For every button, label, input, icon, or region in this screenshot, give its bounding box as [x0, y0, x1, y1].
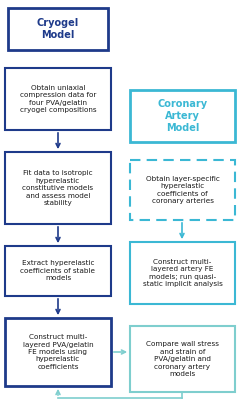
Text: Obtain layer-specific
hyperelastic
coefficients of
coronary arteries: Obtain layer-specific hyperelastic coeff… — [146, 176, 220, 204]
Text: Construct multi-
layered PVA/gelatin
FE models using
hyperelastic
coefficients: Construct multi- layered PVA/gelatin FE … — [23, 334, 93, 370]
Text: Fit data to isotropic
hyperelastic
constitutive models
and assess model
stabilit: Fit data to isotropic hyperelastic const… — [22, 170, 94, 206]
FancyBboxPatch shape — [8, 8, 108, 50]
Text: Coronary
Artery
Model: Coronary Artery Model — [157, 99, 208, 133]
FancyBboxPatch shape — [5, 68, 111, 130]
Text: Construct multi-
layered artery FE
models; run quasi-
static implicit analysis: Construct multi- layered artery FE model… — [143, 259, 222, 287]
Text: Extract hyperelastic
coefficients of stable
models: Extract hyperelastic coefficients of sta… — [20, 260, 95, 282]
FancyBboxPatch shape — [130, 90, 235, 142]
Text: Compare wall stress
and strain of
PVA/gelatin and
coronary artery
models: Compare wall stress and strain of PVA/ge… — [146, 341, 219, 377]
Text: Obtain uniaxial
compression data for
four PVA/gelatin
cryogel compositions: Obtain uniaxial compression data for fou… — [20, 85, 96, 113]
FancyBboxPatch shape — [130, 160, 235, 220]
FancyBboxPatch shape — [130, 242, 235, 304]
FancyBboxPatch shape — [5, 318, 111, 386]
FancyBboxPatch shape — [5, 246, 111, 296]
FancyBboxPatch shape — [130, 326, 235, 392]
Text: Cryogel
Model: Cryogel Model — [37, 18, 79, 40]
FancyBboxPatch shape — [5, 152, 111, 224]
